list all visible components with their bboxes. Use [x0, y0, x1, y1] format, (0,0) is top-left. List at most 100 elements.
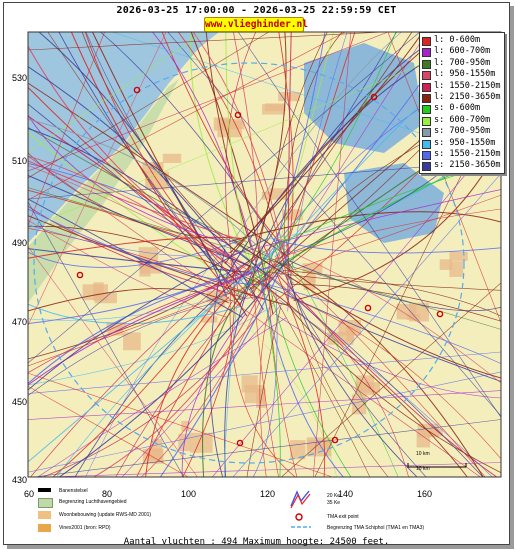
x-tick-label: 80 — [102, 489, 113, 499]
legend-swatch — [422, 48, 431, 58]
scale-label-top: 10 km — [416, 451, 430, 457]
flight-track — [201, 277, 257, 477]
flight-track — [28, 198, 244, 319]
urban-area — [221, 120, 245, 130]
flight-track — [28, 201, 184, 477]
flight-track — [282, 269, 501, 317]
legend-item: l: 600-700m — [422, 46, 504, 58]
brand-link[interactable]: www.vlieghinder.nl — [204, 17, 308, 32]
flight-track — [290, 297, 501, 459]
flight-track — [252, 273, 279, 477]
legend-swatch — [422, 59, 431, 69]
legend-item: s: 700-950m — [422, 126, 504, 138]
flight-track — [28, 32, 383, 51]
flight-track — [38, 32, 227, 297]
legend-label: s: 700-950m — [434, 126, 491, 137]
flight-track — [70, 32, 242, 306]
urban-area — [307, 268, 316, 283]
vinex-label: Vinex2001 (bron: RPD) — [59, 525, 111, 531]
urban-area — [409, 302, 429, 322]
flight-track — [237, 32, 501, 418]
flight-track — [28, 238, 268, 391]
runway-label: Banenstelsel — [59, 488, 88, 494]
flight-track — [271, 243, 501, 384]
urban-area — [256, 388, 266, 408]
urban-area — [261, 191, 273, 200]
flight-track — [28, 162, 275, 268]
contour-20-label: 20 Ke — [327, 493, 341, 499]
flight-track — [212, 131, 501, 477]
flight-track — [28, 351, 501, 394]
altitude-legend: l: 0-600m l: 600-700m l: 700-950m l: 950-15… — [419, 32, 505, 174]
legend-swatch — [422, 139, 431, 149]
flight-track — [209, 248, 226, 477]
map-frame: 2026-03-25 17:00:00 - 2026-03-25 22:59:5… — [3, 2, 510, 547]
flight-track — [28, 115, 229, 257]
noise-contour-icon — [290, 490, 311, 509]
lake-2 — [344, 163, 444, 243]
flight-track — [33, 419, 501, 477]
housing-label: Woonbebouwing (update RWS-MD 2001) — [59, 512, 152, 518]
urban-area — [181, 420, 190, 432]
tma-exit-marker — [76, 271, 84, 279]
flight-track — [136, 301, 233, 477]
urban-area — [439, 259, 453, 270]
housing-swatch — [38, 511, 51, 519]
tma-exit-marker — [436, 310, 444, 318]
flight-track — [286, 32, 356, 248]
legend-swatch — [422, 82, 431, 92]
legend-swatch — [422, 105, 431, 115]
tma-exit-marker — [370, 93, 378, 101]
flight-track — [28, 32, 346, 201]
urban-area — [241, 375, 258, 393]
flight-track — [28, 290, 241, 321]
flight-track — [28, 118, 294, 284]
flight-track — [266, 271, 501, 291]
flight-track — [28, 32, 167, 326]
flight-track — [268, 244, 298, 477]
urban-area — [201, 316, 218, 323]
flight-track — [387, 32, 501, 323]
flight-track — [28, 250, 261, 360]
legend-item: l: 950-1550m — [422, 69, 504, 81]
flight-track — [272, 238, 501, 254]
urban-area — [269, 188, 289, 200]
urban-area — [282, 209, 303, 221]
legend-swatch — [422, 94, 431, 103]
x-tick-label: 100 — [181, 489, 197, 499]
flight-track — [291, 283, 501, 322]
x-tick-label: 160 — [417, 489, 433, 499]
flight-track — [232, 32, 397, 299]
flight-track — [28, 160, 247, 243]
flight-track — [28, 82, 289, 258]
flight-track — [229, 310, 338, 477]
legend-label: l: 600-700m — [434, 46, 491, 57]
legend-label: l: 950-1550m — [434, 69, 496, 80]
airport-boundary-label: Begrenzing Luchthavengebied — [59, 499, 127, 505]
flight-track — [28, 272, 253, 386]
legend-item: l: 700-950m — [422, 58, 504, 69]
y-tick-label: 530 — [12, 73, 28, 83]
flight-track — [28, 66, 264, 310]
flight-track — [182, 260, 235, 477]
flight-track — [236, 249, 484, 477]
scale-label-bottom: 10 km — [416, 466, 430, 472]
flight-track — [233, 32, 402, 240]
flight-track — [28, 187, 501, 330]
urban-area — [449, 261, 464, 277]
y-tick-label: 490 — [12, 238, 28, 248]
flight-track — [312, 32, 352, 477]
flight-track — [121, 303, 283, 477]
x-tick-label: 120 — [260, 489, 276, 499]
urban-area — [302, 263, 323, 274]
flight-track — [259, 270, 281, 477]
flight-track — [28, 224, 238, 257]
tma-exit-marker — [236, 439, 244, 447]
flight-track — [28, 260, 250, 325]
urban-area — [146, 448, 163, 461]
flight-track — [28, 32, 205, 153]
y-tick-label: 450 — [12, 397, 28, 407]
flight-track — [254, 32, 397, 274]
legend-swatch — [422, 151, 431, 160]
legend-label: l: 0-600m — [434, 35, 481, 45]
